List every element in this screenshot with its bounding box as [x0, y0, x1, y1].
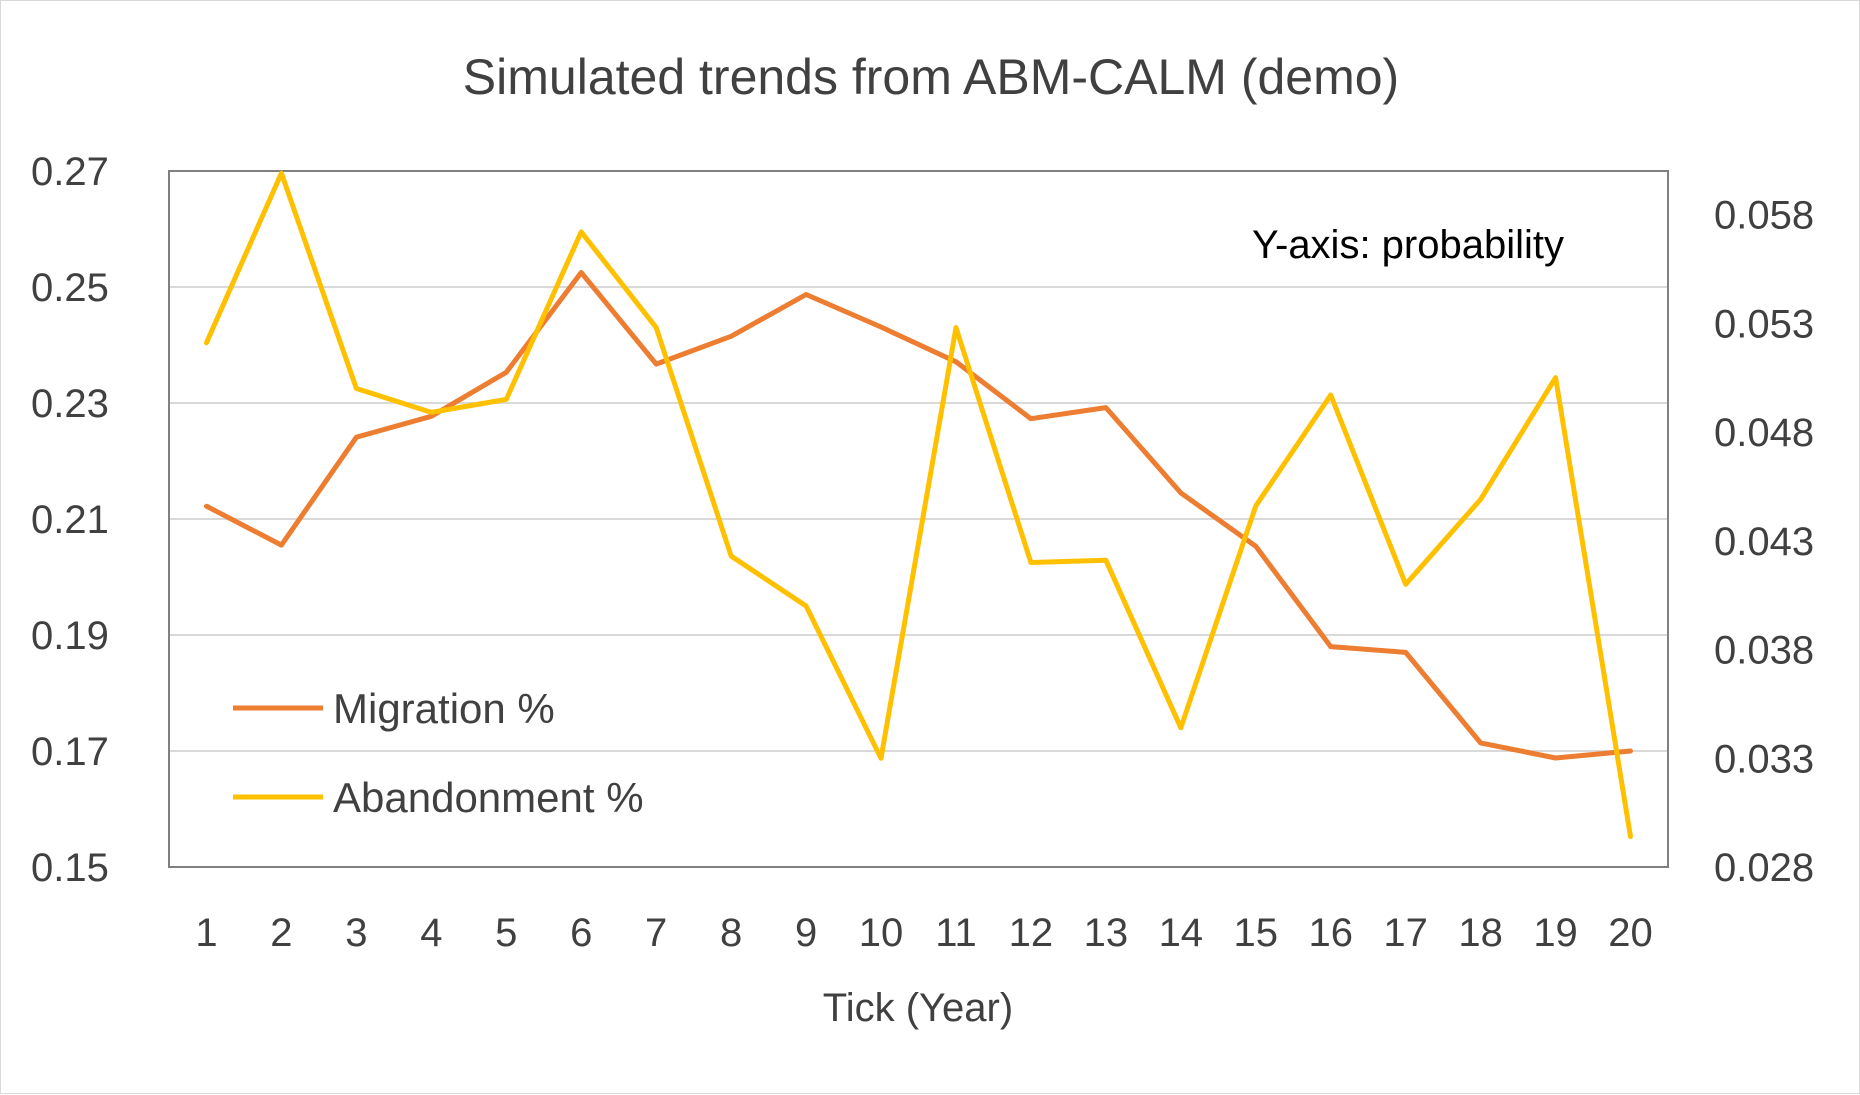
x-tick-label: 12 [1009, 911, 1054, 955]
x-axis: 1 2 3 4 5 6 7 8 9 10 11 12 13 14 15 16 17 18 19 20 [195, 911, 1652, 955]
grid-lines [169, 286, 1668, 752]
chart-title: Simulated trends from ABM-CALM (demo) [463, 49, 1399, 105]
legend: Migration % Abandonment % [233, 685, 644, 821]
x-axis-title: Tick (Year) [823, 986, 1013, 1030]
left-tick-label: 0.21 [31, 498, 109, 542]
x-tick-label: 9 [795, 911, 817, 955]
x-tick-label: 15 [1234, 911, 1279, 955]
plot-border [168, 170, 1669, 868]
x-tick-label: 18 [1458, 911, 1503, 955]
left-axis: 0.27 0.25 0.23 0.21 0.19 0.17 0.15 [31, 150, 109, 890]
left-tick-label: 0.15 [31, 846, 109, 890]
right-axis: 0.058 0.053 0.048 0.043 0.038 0.033 0.028 [1714, 194, 1814, 891]
left-tick-label: 0.17 [31, 730, 109, 774]
right-tick-label: 0.038 [1714, 629, 1814, 673]
right-tick-label: 0.058 [1714, 194, 1814, 238]
series-line-abandonment [204, 170, 1633, 840]
right-tick-label: 0.043 [1714, 520, 1814, 564]
right-tick-label: 0.033 [1714, 737, 1814, 781]
right-tick-label: 0.053 [1714, 302, 1814, 346]
left-tick-label: 0.19 [31, 614, 109, 658]
x-tick-label: 8 [720, 911, 742, 955]
left-tick-label: 0.23 [31, 382, 109, 426]
right-tick-label: 0.048 [1714, 411, 1814, 455]
x-tick-label: 10 [859, 911, 904, 955]
legend-label-migration: Migration % [333, 685, 555, 732]
legend-label-abandonment: Abandonment % [333, 774, 644, 821]
x-tick-label: 17 [1383, 911, 1428, 955]
x-tick-label: 20 [1608, 911, 1653, 955]
x-tick-label: 14 [1159, 911, 1204, 955]
x-tick-label: 5 [495, 911, 517, 955]
x-tick-label: 7 [645, 911, 667, 955]
x-tick-label: 6 [570, 911, 592, 955]
x-tick-label: 19 [1533, 911, 1578, 955]
left-tick-label: 0.25 [31, 266, 109, 310]
x-tick-label: 13 [1084, 911, 1129, 955]
series-layer [204, 170, 1633, 840]
y-axis-annotation: Y-axis: probability [1252, 223, 1564, 267]
x-tick-label: 1 [195, 911, 217, 955]
x-tick-label: 16 [1308, 911, 1353, 955]
x-tick-label: 3 [345, 911, 367, 955]
right-tick-label: 0.028 [1714, 846, 1814, 890]
x-tick-label: 11 [935, 911, 977, 955]
x-tick-label: 4 [420, 911, 442, 955]
left-tick-label: 0.27 [31, 150, 109, 194]
x-tick-label: 2 [270, 911, 292, 955]
